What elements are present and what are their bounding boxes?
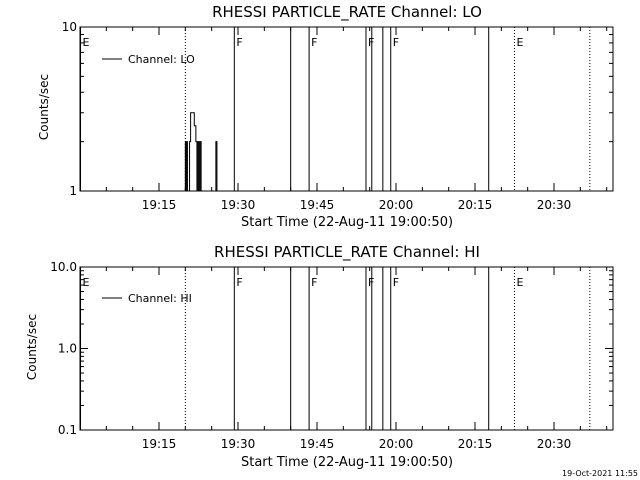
event-marker-label: E xyxy=(517,36,524,49)
x-tick-label: 19:30 xyxy=(221,437,256,451)
series-group xyxy=(184,112,218,192)
event-marker-label: F xyxy=(368,276,374,289)
y-tick-label: 10.0 xyxy=(50,260,77,274)
x-tick-label: 19:15 xyxy=(142,198,177,212)
legend: Channel: LO xyxy=(102,53,195,66)
x-tick-label: 20:00 xyxy=(379,437,414,451)
chart-title: RHESSI PARTICLE_RATE Channel: HI xyxy=(214,243,480,262)
y-axis-label: Counts/sec xyxy=(37,74,51,140)
footer-timestamp: 19-Oct-2021 11:55 xyxy=(562,469,638,478)
event-marker-label: E xyxy=(83,36,90,49)
x-tick-label: 19:30 xyxy=(221,198,256,212)
y-axis-label: Counts/sec xyxy=(25,314,39,380)
legend: Channel: HI xyxy=(102,292,192,305)
chart-title: RHESSI PARTICLE_RATE Channel: LO xyxy=(212,3,482,22)
chart-panel-lo: RHESSI PARTICLE_RATE Channel: LO Counts/… xyxy=(37,3,614,230)
event-marker-label: F xyxy=(368,36,374,49)
event-marker-label: E xyxy=(83,276,90,289)
x-tick-label: 19:45 xyxy=(300,437,335,451)
event-marker-label: F xyxy=(236,276,242,289)
event-marker-label: F xyxy=(393,276,399,289)
y-tick-label: 1.0 xyxy=(58,342,77,356)
plot-frame xyxy=(79,26,614,192)
x-tick-label: 20:30 xyxy=(537,437,572,451)
event-marker-label: F xyxy=(393,36,399,49)
y-tick-label: 1 xyxy=(69,184,77,198)
x-tick-label: 20:15 xyxy=(458,198,493,212)
y-tick-label: 0.1 xyxy=(58,423,77,437)
event-marker-label: F xyxy=(311,276,317,289)
chart-panel-hi: RHESSI PARTICLE_RATE Channel: HI Counts/… xyxy=(25,243,614,470)
event-marker-label: F xyxy=(236,36,242,49)
x-axis-label: Start Time (22-Aug-11 19:00:50) xyxy=(241,215,453,230)
event-marker-label: F xyxy=(311,36,317,49)
legend-label: Channel: LO xyxy=(128,53,195,66)
series-line xyxy=(184,112,218,192)
event-marker-label: E xyxy=(517,276,524,289)
tick-group: 19:15 19:30 19:45 20:00 20:15 20:30 1 10 xyxy=(62,20,613,212)
x-tick-label: 19:45 xyxy=(300,198,335,212)
legend-label: Channel: HI xyxy=(128,292,192,305)
y-tick-label: 10 xyxy=(62,20,77,34)
x-tick-label: 20:00 xyxy=(379,198,414,212)
x-tick-label: 19:15 xyxy=(142,437,177,451)
x-tick-label: 20:30 xyxy=(537,198,572,212)
x-axis-label: Start Time (22-Aug-11 19:00:50) xyxy=(241,455,453,470)
x-tick-label: 20:15 xyxy=(458,437,493,451)
tick-group: 19:15 19:30 19:45 20:00 20:15 20:30 0.1 1.0 10.0 xyxy=(50,260,613,451)
